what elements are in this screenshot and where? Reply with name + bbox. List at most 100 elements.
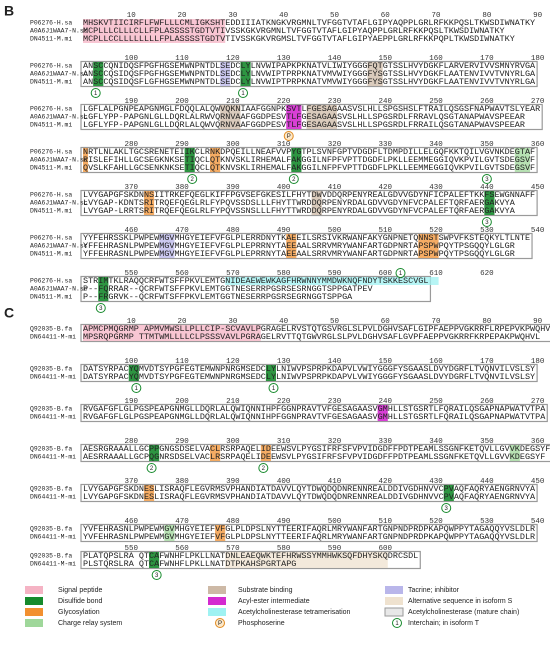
feature-highlight xyxy=(83,148,89,172)
mature-chain-frame xyxy=(80,523,538,543)
feature-marker-label: 1 xyxy=(241,91,245,97)
ruler-tick-label: 540 xyxy=(531,227,545,235)
legend-symbol-label: P xyxy=(218,621,222,627)
sequence-name: DN4511-M.mi xyxy=(30,79,72,86)
ruler-tick-label: 250 xyxy=(429,98,443,106)
ruler-tick-label: 240 xyxy=(379,398,393,406)
ruler-tick-label: 170 xyxy=(480,358,494,366)
sequence: LVYGAP-KDNTSRITRQEFQEGLRLFYPQVSSDSLLLFHY… xyxy=(83,198,516,208)
ruler-tick-label: 360 xyxy=(531,141,545,149)
ruler-tick-label: 150 xyxy=(379,358,393,366)
ruler-tick-label: 270 xyxy=(531,398,545,406)
ruler-tick-label: 490 xyxy=(277,227,291,235)
legend-swatch xyxy=(385,597,403,605)
legend-label: Interchain; in isoform T xyxy=(408,620,480,627)
ruler-tick-label: 410 xyxy=(328,478,342,486)
ruler-tick-label: 310 xyxy=(277,141,291,149)
feature-highlight xyxy=(225,552,388,568)
ruler-tick-label: 330 xyxy=(379,438,393,446)
sequence: AESRRAAALLGCPQGNRSDSELVACLRSRPAQELIDEEWS… xyxy=(83,452,545,462)
legend-swatch xyxy=(25,586,43,594)
legend-label: Substrate binding xyxy=(238,587,293,594)
sequence-name: P06276-H.sa xyxy=(30,235,72,242)
ruler-tick-label: 500 xyxy=(328,518,342,526)
legend-swatch xyxy=(208,597,226,605)
sequence-name: Q92035-B.fa xyxy=(30,486,72,493)
ruler-tick-label: 20 xyxy=(178,318,188,326)
feature-highlight xyxy=(514,148,531,172)
feature-highlight xyxy=(260,445,271,461)
sequence-name: A0A6J1WAA7-N.sc xyxy=(30,243,88,250)
sequence: RISLEFIHLLGCSEGKNKSETIQCLQTKNVSKLIRHEMAL… xyxy=(83,155,535,165)
ruler-tick-label: 170 xyxy=(480,55,494,63)
feature-marker-label: 3 xyxy=(99,306,103,312)
ruler-tick-label: 320 xyxy=(328,438,342,446)
feature-highlight xyxy=(291,148,302,172)
ruler-tick-label: 190 xyxy=(125,98,139,106)
ruler-tick-label: 40 xyxy=(279,12,289,20)
sequence: ANSCCQNIDQSFPGFHGSEMWNPNTDLSEDCLYLNVWIPA… xyxy=(83,61,536,71)
sequence: ANSCCQSIDQSFPGFHGSEMWNPNTDLSEDCLYLNVWIPT… xyxy=(83,69,536,79)
sequence: LVYGAPGFSKDNESLISRAQFLEGVRMSVPHANDIATDAV… xyxy=(83,492,536,502)
feature-marker-label: 3 xyxy=(485,177,489,183)
sequence-name: A0A6J1WAA7-N.sc xyxy=(30,157,88,164)
feature-marker xyxy=(481,217,492,227)
sequence: LGFLALPGNPEAPGNMGLFDQQLALQWVQKNIAAFGGNPK… xyxy=(83,104,540,114)
ruler-tick-label: 450 xyxy=(531,184,545,192)
mature-chain-frame xyxy=(80,403,548,423)
feature-highlight xyxy=(83,19,226,43)
mature-chain-frame xyxy=(80,363,538,383)
sequence: LGFLYFP-PAPGNLGLLDQRLALQWVQRNVAAFGGDPESV… xyxy=(83,120,525,130)
feature-marker xyxy=(395,268,406,278)
ruler-tick-label: 70 xyxy=(432,12,442,20)
ruler-tick-label: 10 xyxy=(127,12,137,20)
ruler-tick-label: 610 xyxy=(429,270,443,278)
feature-marker xyxy=(283,131,294,141)
ruler-tick-label: 600 xyxy=(379,545,393,553)
ruler-tick-label: 470 xyxy=(175,518,189,526)
sequence-name: DN64411-M-mi xyxy=(30,334,76,341)
sequence-name: A0A6J1WAA7-N.sc xyxy=(30,200,88,207)
ruler-tick-label: 470 xyxy=(175,227,189,235)
feature-highlight xyxy=(184,148,195,172)
ruler-tick-label: 390 xyxy=(226,478,240,486)
ruler-tick-label: 330 xyxy=(379,141,393,149)
feature-marker-label: 1 xyxy=(399,271,403,277)
sequence: AESRGRAAALLGCPPGNGSDSELVACLRSRPAQELIDEEW… xyxy=(83,444,550,454)
ruler-tick-label: 430 xyxy=(429,184,443,192)
feature-marker xyxy=(288,174,299,184)
ruler-tick-label: 580 xyxy=(277,545,291,553)
ruler-tick-label: 390 xyxy=(226,184,240,192)
feature-highlight xyxy=(443,485,454,501)
sequence-name: A0A6J1WAA7-N.sc xyxy=(30,286,88,293)
sequence: YYFEHRSSKLPWPEWMGVMHGYEIEFVFGLPLERRDNYTK… xyxy=(83,233,530,243)
ruler-tick-label: 140 xyxy=(328,358,342,366)
ruler-tick-label: 100 xyxy=(125,358,139,366)
ruler-tick-label: 140 xyxy=(328,55,342,63)
feature-marker xyxy=(187,174,198,184)
sequence: PLATQPSLRA QTCAFWNHFLPKLLNATDNLEAEQWKTEF… xyxy=(83,551,418,561)
ruler-tick-label: 560 xyxy=(175,545,189,553)
ruler-tick-label: 120 xyxy=(226,55,240,63)
feature-highlight xyxy=(128,365,139,381)
ruler-tick-label: 370 xyxy=(125,184,139,192)
feature-highlight xyxy=(265,365,277,381)
sequence-name: Q92035-B.fa xyxy=(30,553,72,560)
feature-highlight xyxy=(377,405,388,421)
legend-label: Phosphoserine xyxy=(238,620,285,627)
ruler-tick-label: 360 xyxy=(531,438,545,446)
legend-label: Signal peptide xyxy=(58,587,102,594)
legend-label: Disulfide bond xyxy=(58,598,102,605)
ruler-tick-label: 70 xyxy=(432,318,442,326)
legend-label: Alternative sequence in isoform S xyxy=(408,598,513,605)
mature-chain-frame xyxy=(80,275,432,303)
ruler-tick-label: 290 xyxy=(175,141,189,149)
ruler-tick-label: 250 xyxy=(429,398,443,406)
ruler-tick-label: 90 xyxy=(533,12,543,20)
ruler-tick-label: 100 xyxy=(125,55,139,63)
ruler-tick-label: 440 xyxy=(480,478,494,486)
ruler-tick-label: 30 xyxy=(228,318,238,326)
feature-marker xyxy=(441,503,452,513)
sequence-name: A0A6J1WAA7-N.sc xyxy=(30,71,88,78)
